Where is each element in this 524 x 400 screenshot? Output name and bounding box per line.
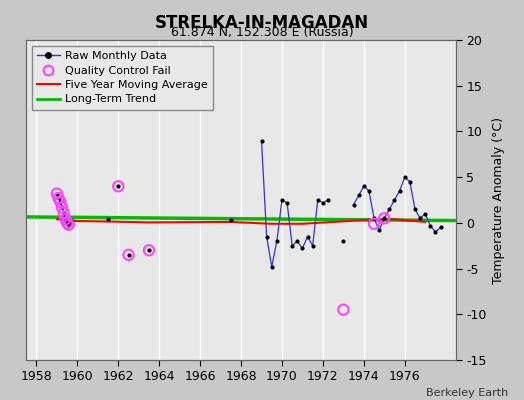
- Point: [400, 174, 409, 180]
- Point: [53, 190, 61, 197]
- Point: [104, 216, 112, 222]
- Point: [124, 252, 133, 258]
- Point: [421, 210, 429, 217]
- Point: [293, 238, 301, 244]
- Point: [68, 218, 77, 224]
- Point: [145, 247, 153, 254]
- Point: [288, 242, 297, 249]
- Point: [114, 183, 123, 190]
- Point: [268, 264, 276, 270]
- Point: [56, 199, 64, 205]
- Point: [124, 252, 133, 258]
- Point: [396, 188, 404, 194]
- Point: [339, 306, 347, 313]
- Point: [64, 222, 73, 228]
- Point: [114, 183, 123, 190]
- Point: [61, 216, 70, 222]
- Point: [375, 227, 384, 233]
- Point: [303, 233, 312, 240]
- Point: [431, 229, 440, 235]
- Point: [61, 216, 70, 222]
- Point: [313, 197, 322, 203]
- Point: [359, 183, 368, 190]
- Point: [278, 197, 286, 203]
- Point: [145, 247, 153, 254]
- Point: [54, 195, 63, 201]
- Point: [226, 217, 235, 223]
- Point: [63, 220, 71, 226]
- Point: [350, 201, 358, 208]
- Point: [56, 199, 64, 205]
- Point: [59, 210, 68, 216]
- Point: [53, 190, 61, 197]
- Point: [365, 188, 373, 194]
- Point: [370, 220, 378, 227]
- Point: [436, 224, 445, 231]
- Point: [67, 219, 75, 225]
- Point: [385, 206, 394, 212]
- Point: [390, 197, 399, 203]
- Point: [380, 215, 388, 222]
- Text: Berkeley Earth: Berkeley Earth: [426, 388, 508, 398]
- Point: [58, 204, 66, 210]
- Point: [54, 195, 63, 201]
- Point: [319, 200, 327, 206]
- Point: [355, 192, 363, 199]
- Point: [64, 222, 73, 228]
- Point: [263, 233, 271, 240]
- Text: STRELKA-IN-MAGADAN: STRELKA-IN-MAGADAN: [155, 14, 369, 32]
- Point: [406, 178, 414, 185]
- Y-axis label: Temperature Anomaly (°C): Temperature Anomaly (°C): [492, 116, 505, 284]
- Point: [58, 204, 66, 210]
- Point: [63, 220, 71, 226]
- Text: 61.874 N, 152.308 E (Russia): 61.874 N, 152.308 E (Russia): [171, 26, 353, 39]
- Point: [283, 200, 291, 206]
- Point: [370, 215, 378, 222]
- Point: [416, 215, 424, 222]
- Legend: Raw Monthly Data, Quality Control Fail, Five Year Moving Average, Long-Term Tren: Raw Monthly Data, Quality Control Fail, …: [32, 46, 213, 110]
- Point: [59, 210, 68, 216]
- Point: [339, 238, 347, 244]
- Point: [426, 222, 434, 229]
- Point: [411, 206, 419, 212]
- Point: [309, 242, 317, 249]
- Point: [272, 238, 281, 244]
- Point: [380, 215, 388, 222]
- Point: [324, 197, 332, 203]
- Point: [298, 245, 307, 252]
- Point: [257, 137, 266, 144]
